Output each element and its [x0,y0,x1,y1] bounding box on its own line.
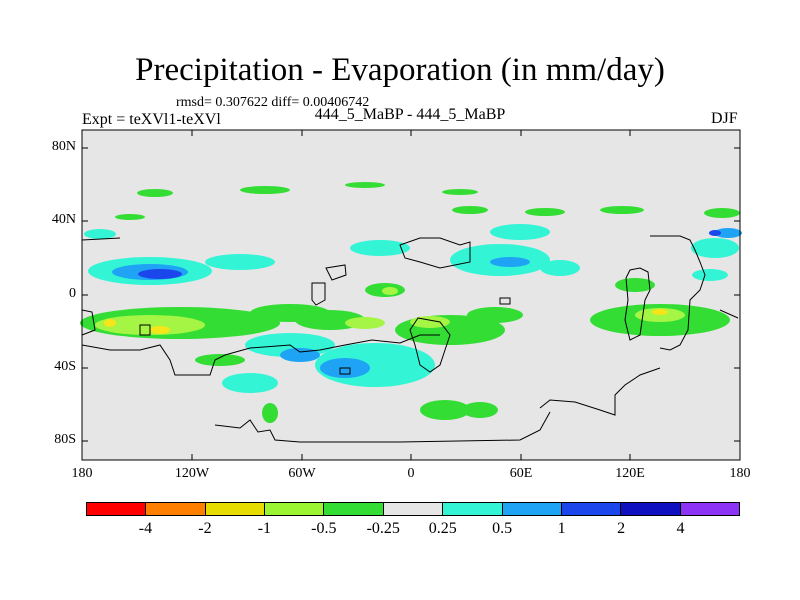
x-tick-label: 120E [615,466,645,481]
center-label: 444_5_MaBP - 444_5_MaBP [314,106,506,123]
colorbar-swatch [680,503,739,515]
colorbar-label: -1 [257,520,272,537]
x-tick-label: 180 [71,466,93,481]
field-yellow [104,309,668,334]
y-tick-label: 0 [69,286,76,301]
field-green-north [115,182,740,220]
y-tick-marks [82,147,740,442]
colorbar-swatch [205,503,266,515]
colorbar-swatch [383,503,444,515]
y-tick-label: 80N [51,139,76,154]
stats-text: rmsd= 0.307622 diff= 0.00406742 [176,95,370,110]
colorbar-swatch [621,503,681,515]
season-label: DJF [711,110,738,127]
colorbar-label: -0.5 [311,520,337,537]
colorbar-swatch [502,503,562,515]
y-tick-label: 40S [54,359,76,374]
colorbar-label: -2 [198,520,212,537]
y-tick-label: 40N [51,212,76,227]
x-tick-label: 180 [729,466,751,481]
colorbar-label: -4 [138,520,153,537]
experiment-label: Expt = teXVl1-teXVl [82,111,221,128]
plot-title: Precipitation - Evaporation (in mm/day) [135,52,665,88]
colorbar-swatch [146,503,206,515]
y-tick-label: 80S [54,432,76,447]
x-tick-label: 60W [288,466,316,481]
colorbar-swatch [324,503,384,515]
colorbar-swatch [87,503,147,515]
field-blue [138,230,721,279]
colorbar-label: 4 [676,520,685,537]
colorbar-label: 0.25 [428,520,457,537]
colorbar-label: 2 [617,520,626,537]
colorbar-label: 1 [557,520,566,537]
x-tick-label: 60E [509,466,533,481]
x-tick-label: 120W [174,466,210,481]
x-tick-label: 0 [407,466,415,481]
colorbar-swatch [561,503,622,515]
colorbar-label: 0.5 [492,520,513,537]
colorbar-swatch [265,503,325,515]
colorbar [86,502,740,516]
colorbar-swatch [443,503,503,515]
colorbar-label: -0.25 [366,520,400,537]
x-tick-marks [191,130,631,460]
map-background [82,130,740,460]
coastlines [81,235,739,443]
